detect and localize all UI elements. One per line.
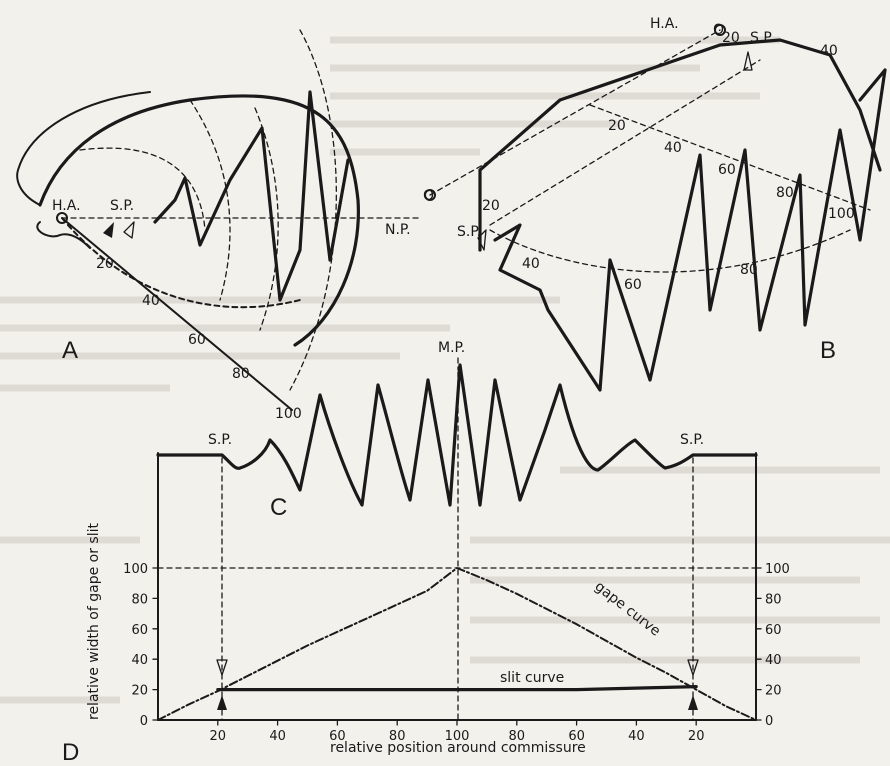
beak-outline [16, 91, 151, 206]
y-tick-label-right: 100 [765, 562, 790, 577]
sp-marker-open-b-left [477, 229, 487, 251]
sp-marker-solid-d-left [217, 695, 227, 710]
label-o-b-top: O [713, 22, 724, 38]
commissure-zigzag-a [153, 90, 350, 302]
label-sp-b-left: S.P. [457, 224, 481, 240]
tick-a-100: 100 [275, 406, 302, 422]
beak-hook [36, 221, 91, 249]
y-tick-label-left: 100 [123, 562, 148, 577]
label-mp-c: M.P. [438, 340, 465, 356]
panel-d-chart: 0 20 40 60 80 100 0 20 40 60 80 100 20 40 60 80 100 80 6… [62, 452, 790, 766]
slit-curve-label: slit curve [500, 670, 564, 686]
y-tick-label-left: 40 [131, 653, 148, 668]
growth-line-a2 [189, 99, 231, 301]
sp-marker-solid-a [103, 222, 114, 238]
label-sp-a: S.P. [110, 198, 134, 214]
y-tick-label-right: 60 [765, 623, 782, 638]
tick-b-mid-20: 20 [608, 118, 626, 134]
y-tick-label-left: 80 [131, 592, 148, 607]
panel-c: S.P. M.P. S.P. C [156, 340, 758, 721]
x-axis-title: relative position around commissure [330, 740, 586, 756]
slit-curve-line [216, 685, 698, 692]
tick-b-mid-80: 80 [776, 185, 794, 201]
x-tick-label: 80 [389, 729, 406, 744]
tick-a-80: 80 [232, 366, 250, 382]
label-o-b-left: O [423, 188, 434, 204]
tick-b-left-20: 20 [482, 198, 500, 214]
label-ha-a: H.A. [52, 198, 81, 214]
growth-curve-b1 [489, 229, 851, 273]
tick-a-20: 20 [96, 256, 114, 272]
growth-line-a4 [289, 29, 337, 391]
x-tick-label: 100 [445, 729, 470, 744]
panel-label-a: A [62, 337, 78, 364]
x-tick-label: 60 [568, 729, 585, 744]
tick-a-40: 40 [142, 293, 160, 309]
y-tick-label-left: 20 [131, 684, 148, 699]
y-tick-label-right: 0 [765, 714, 773, 729]
tick-a-60: 60 [188, 332, 206, 348]
tick-b-top-40: 40 [820, 43, 838, 59]
gape-curve-label: gape curve [592, 579, 664, 640]
y-tick-label-right: 20 [765, 684, 782, 699]
gape-curve-line [157, 567, 757, 721]
y-tick-label-right: 40 [765, 653, 782, 668]
label-ha-b: H.A. [650, 16, 679, 32]
growth-curve-b2 [589, 104, 871, 211]
origin-point-b-top [714, 24, 726, 36]
x-tick-label: 20 [210, 729, 227, 744]
tick-b-mid-100: 100 [828, 206, 855, 222]
panel-a: H.A. S.P. N.P. 20 40 60 80 100 A [16, 29, 421, 422]
growth-line-a1 [61, 217, 301, 309]
y-axis-title: relative width of gape or slit [86, 522, 102, 720]
y-tick-label-left: 60 [131, 623, 148, 638]
shell-outline-a [38, 94, 360, 347]
tick-b-mid-40: 40 [664, 140, 682, 156]
panel-b: H.A. O O S.P. S.P. 20 40 20 40 60 20 40 … [423, 16, 887, 392]
sp-marker-solid-d-right [688, 695, 698, 710]
sp-marker-open-d-right [687, 659, 699, 676]
x-ticks: 20 40 60 80 100 80 60 40 20 [210, 719, 705, 744]
x-tick-label: 20 [688, 729, 705, 744]
origin-point-b [424, 189, 436, 201]
commissure-profile-c [156, 363, 758, 507]
x-tick-label: 40 [269, 729, 286, 744]
measure-line-a [61, 217, 293, 411]
growth-line-a5 [79, 147, 206, 231]
growth-line-a3 [254, 107, 279, 331]
sp-line-b [489, 59, 761, 226]
tick-b-mid-60: 60 [718, 162, 736, 178]
label-sp-b-top: S.P. [750, 30, 774, 46]
commissure-zigzag-b [493, 68, 887, 392]
sp-marker-open-a [123, 221, 135, 239]
sp-marker-open-d-left [216, 659, 228, 676]
y-ticks-right: 0 20 40 60 80 100 [755, 562, 790, 729]
panel-label-d: D [62, 739, 79, 766]
tick-b-top-20: 20 [722, 30, 740, 46]
x-tick-label: 60 [329, 729, 346, 744]
panel-label-b: B [820, 337, 836, 364]
hinge-line-b [429, 29, 721, 196]
y-tick-label-left: 0 [140, 714, 148, 729]
label-np-a: N.P. [385, 222, 411, 238]
x-tick-label: 40 [628, 729, 645, 744]
label-sp-c-right: S.P. [680, 432, 704, 448]
tick-b-left-40: 40 [522, 256, 540, 272]
x-tick-label: 80 [509, 729, 526, 744]
sp-marker-open-b-top [743, 51, 753, 71]
y-ticks-left: 0 20 40 60 80 100 [123, 562, 159, 729]
panel-label-c: C [270, 494, 287, 521]
tick-b-right-80: 80 [740, 262, 758, 278]
label-sp-c-left: S.P. [208, 432, 232, 448]
y-tick-label-right: 80 [765, 592, 782, 607]
tick-b-left-60: 60 [624, 277, 642, 293]
